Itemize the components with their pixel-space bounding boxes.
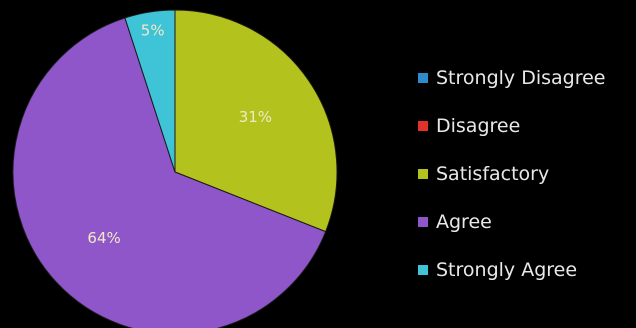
legend-swatch-strongly-disagree bbox=[418, 73, 428, 83]
data-label-agree: 64% bbox=[87, 229, 120, 247]
legend-item-strongly-disagree: Strongly Disagree bbox=[418, 66, 633, 90]
legend-swatch-agree bbox=[418, 217, 428, 227]
legend-label-disagree: Disagree bbox=[436, 114, 521, 137]
pie-slice-satisfactory bbox=[174, 9, 338, 233]
legend-item-disagree: Disagree bbox=[418, 114, 633, 138]
pie-slice-agree bbox=[12, 17, 327, 328]
legend-label-satisfactory: Satisfactory bbox=[436, 162, 550, 185]
legend-swatch-disagree bbox=[418, 121, 428, 131]
data-label-strongly-agree: 5% bbox=[141, 22, 165, 40]
legend-item-agree: Agree bbox=[418, 210, 633, 234]
data-label-satisfactory: 31% bbox=[239, 108, 272, 126]
legend-swatch-satisfactory bbox=[418, 169, 428, 179]
legend: Strongly Disagree Disagree Satisfactory … bbox=[418, 66, 633, 306]
pie-slice-strongly-agree bbox=[124, 9, 176, 173]
legend-item-strongly-agree: Strongly Agree bbox=[418, 258, 633, 282]
legend-label-agree: Agree bbox=[436, 210, 492, 233]
legend-item-satisfactory: Satisfactory bbox=[418, 162, 633, 186]
legend-label-strongly-disagree: Strongly Disagree bbox=[436, 66, 606, 89]
legend-label-strongly-agree: Strongly Agree bbox=[436, 258, 578, 281]
legend-swatch-strongly-agree bbox=[418, 265, 428, 275]
